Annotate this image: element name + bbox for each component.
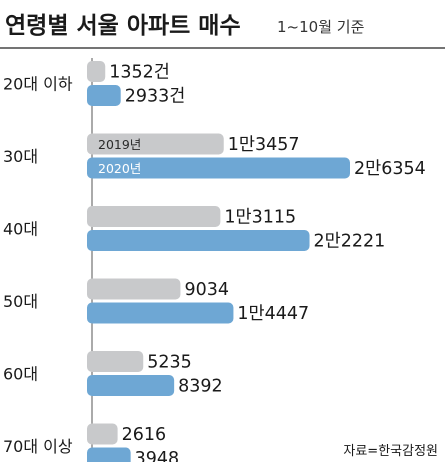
value-label: 2616 bbox=[122, 425, 167, 445]
bar-2019 bbox=[87, 206, 221, 227]
category-label: 20대 이하 bbox=[3, 75, 73, 94]
category-label: 60대 bbox=[3, 365, 38, 384]
bar-2020 bbox=[87, 85, 121, 106]
value-label: 2만2221 bbox=[314, 232, 386, 252]
bar-2020 bbox=[87, 302, 234, 324]
value-label: 1만3457 bbox=[228, 135, 300, 155]
value-label: 9034 bbox=[184, 280, 229, 300]
chart-subtitle: 1~10월 기준 bbox=[277, 18, 365, 36]
category-label: 50대 bbox=[3, 292, 38, 311]
bar-2019 bbox=[87, 61, 106, 82]
value-label: 1만4447 bbox=[237, 304, 309, 324]
category-label: 30대 bbox=[3, 147, 38, 166]
category-label: 40대 bbox=[3, 220, 38, 239]
value-label: 2만6354 bbox=[354, 159, 426, 179]
bar-2020 bbox=[87, 375, 175, 396]
bar-2020 bbox=[87, 230, 310, 251]
value-label: 5235 bbox=[147, 353, 192, 373]
bar-2019 bbox=[87, 423, 118, 445]
category-label: 70대 이상 bbox=[3, 437, 73, 456]
chart-title: 연령별 서울 아파트 매수 bbox=[5, 13, 241, 39]
bar-2019 bbox=[87, 278, 181, 300]
bar-2019 bbox=[87, 351, 144, 372]
bars bbox=[87, 61, 350, 462]
legend: 2019년 2020년 bbox=[98, 137, 141, 176]
value-label: 2933건 bbox=[125, 87, 186, 107]
legend-item: 2019년 bbox=[98, 137, 141, 152]
category-labels: 20대 이하 30대 40대 50대 60대 70대 이상 bbox=[3, 75, 73, 457]
value-label: 8392 bbox=[178, 377, 223, 397]
value-label: 1352건 bbox=[109, 63, 170, 83]
value-label: 1만3115 bbox=[224, 208, 296, 228]
source-note: 자료=한국감정원 bbox=[343, 444, 438, 459]
bar-2020 bbox=[87, 157, 350, 179]
bar-2020 bbox=[87, 447, 131, 462]
value-labels: 1352건 2933건 1만3457 2만6354 1만3115 2만2221 9034 1만… bbox=[109, 63, 426, 462]
legend-item: 2020년 bbox=[98, 161, 141, 176]
value-label: 3948 bbox=[135, 449, 180, 462]
bar-2019 bbox=[87, 133, 224, 155]
